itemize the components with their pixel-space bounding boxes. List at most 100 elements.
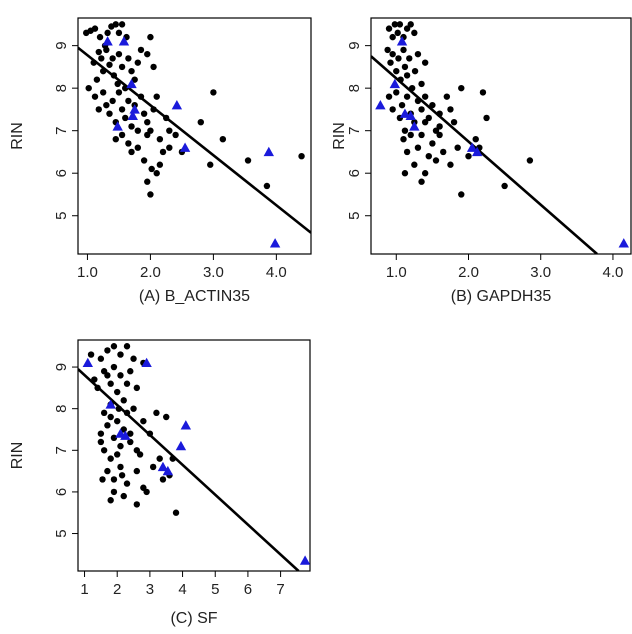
data-point <box>104 422 111 429</box>
data-point <box>159 148 167 156</box>
data-point <box>153 170 160 177</box>
data-point <box>118 131 126 139</box>
data-point <box>146 430 154 437</box>
highlight-triangle-point <box>618 238 629 248</box>
data-point <box>123 380 131 387</box>
data-point <box>106 61 113 68</box>
plot-area <box>371 21 629 254</box>
data-point <box>131 76 138 83</box>
data-point <box>112 21 119 28</box>
data-point <box>403 25 411 32</box>
data-point <box>133 467 141 475</box>
data-point <box>110 72 118 79</box>
data-point <box>99 67 107 75</box>
highlight-triangle-point <box>466 142 478 152</box>
data-point <box>395 55 402 62</box>
data-point <box>465 152 472 160</box>
data-point <box>396 21 404 28</box>
y-tick-label: 7 <box>53 446 70 454</box>
data-point <box>91 93 99 100</box>
data-point <box>115 50 123 58</box>
data-point <box>140 157 148 164</box>
highlight-triangle-point <box>409 121 420 131</box>
highlight-triangle-point <box>129 104 140 114</box>
data-point <box>103 46 110 54</box>
data-point <box>117 442 124 450</box>
data-point <box>110 363 118 371</box>
plot-area <box>78 343 310 571</box>
data-point <box>118 21 126 28</box>
data-point <box>122 114 129 122</box>
highlight-triangle-point <box>375 99 386 110</box>
data-point <box>391 21 399 28</box>
data-point <box>483 114 490 122</box>
data-point <box>100 409 108 417</box>
data-point <box>398 101 406 109</box>
highlight-triangle-point <box>157 461 169 472</box>
data-point <box>120 492 127 500</box>
highlight-triangle-point <box>299 555 310 565</box>
data-point <box>114 417 121 425</box>
y-tick-label: 6 <box>53 169 70 177</box>
highlight-triangle-point <box>405 110 416 120</box>
data-point <box>114 80 121 88</box>
data-point <box>104 29 111 37</box>
data-point <box>109 55 116 62</box>
data-point <box>397 76 404 83</box>
data-point <box>140 417 147 425</box>
data-point <box>421 170 429 177</box>
data-point <box>118 472 126 479</box>
data-point <box>407 131 414 139</box>
data-point <box>432 127 440 134</box>
data-point <box>107 497 114 504</box>
data-point <box>385 25 393 32</box>
regression-line <box>78 368 300 571</box>
data-point <box>134 59 142 66</box>
data-point <box>94 384 101 392</box>
x-tick-label: 2 <box>113 581 121 598</box>
data-point <box>447 161 454 168</box>
data-point <box>110 343 118 350</box>
data-point <box>169 455 176 462</box>
data-point <box>207 161 214 168</box>
data-point <box>128 67 135 75</box>
data-point <box>163 413 170 421</box>
highlight-triangle-point <box>471 146 483 157</box>
data-point <box>166 127 173 134</box>
data-point <box>149 463 157 471</box>
data-point <box>411 29 418 37</box>
data-point <box>147 191 154 198</box>
highlight-triangle-point <box>162 465 174 476</box>
y-axis-title: RIN <box>9 122 26 150</box>
data-point <box>403 72 411 79</box>
data-point <box>127 438 134 446</box>
data-point <box>125 140 132 147</box>
data-point <box>401 127 409 134</box>
data-point <box>128 148 135 156</box>
highlight-triangle-point <box>389 78 401 89</box>
data-point <box>103 101 110 109</box>
data-point <box>407 21 414 28</box>
data-point <box>125 97 132 105</box>
x-tick-label: 3 <box>146 581 154 598</box>
data-point <box>140 110 148 117</box>
data-point <box>90 59 97 66</box>
data-point <box>263 182 271 190</box>
data-point <box>118 106 126 113</box>
x-tick-label: 2.0 <box>140 264 161 281</box>
data-point <box>479 89 487 96</box>
data-point <box>298 152 305 160</box>
data-point <box>450 118 458 126</box>
x-tick-label: 2.0 <box>458 264 479 281</box>
data-point <box>394 29 401 37</box>
y-axis-title: RIN <box>9 442 26 470</box>
data-point <box>115 89 123 96</box>
data-point <box>166 144 173 151</box>
data-point <box>109 97 116 105</box>
data-point <box>210 89 217 96</box>
data-point <box>172 131 179 139</box>
y-tick-label: 6 <box>53 488 70 496</box>
data-point <box>144 131 151 139</box>
x-tick-label: 4.0 <box>603 264 624 281</box>
data-point <box>104 467 111 475</box>
